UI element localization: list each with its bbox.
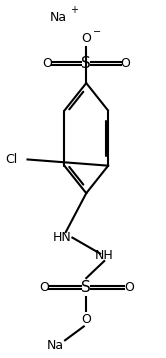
Text: Na: Na: [50, 11, 67, 24]
Text: O: O: [121, 57, 130, 70]
Text: O: O: [39, 281, 49, 294]
Text: S: S: [81, 280, 91, 295]
Text: Cl: Cl: [5, 153, 18, 166]
Text: NH: NH: [95, 249, 114, 262]
Text: O: O: [81, 313, 91, 326]
Text: S: S: [81, 56, 91, 71]
Text: Na: Na: [47, 339, 64, 352]
Text: +: +: [70, 5, 78, 15]
Text: O: O: [81, 32, 91, 45]
Text: −: −: [93, 26, 101, 37]
Text: O: O: [124, 281, 134, 294]
Text: HN: HN: [52, 231, 71, 244]
Text: O: O: [42, 57, 52, 70]
